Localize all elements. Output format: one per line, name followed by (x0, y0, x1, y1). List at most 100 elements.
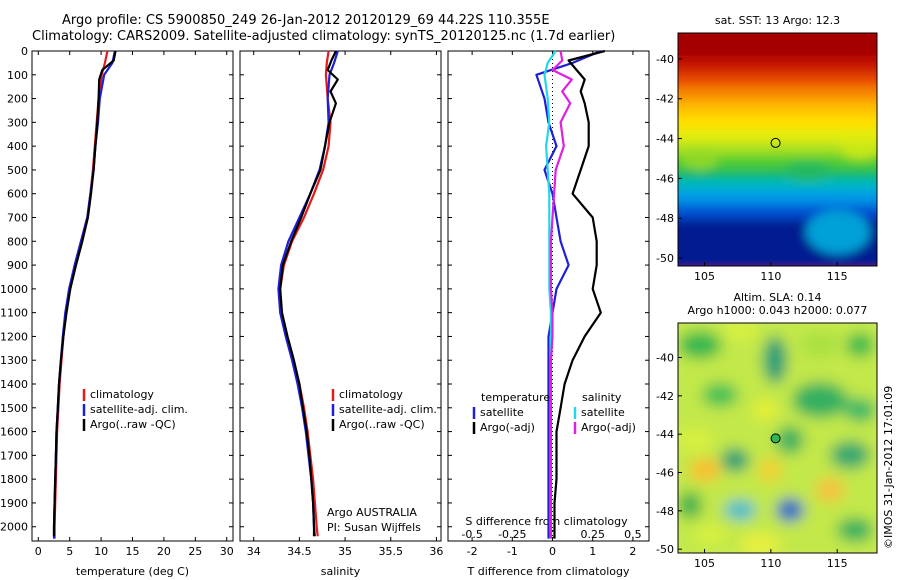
x-tick-label: -2 (467, 545, 478, 558)
sst-band (678, 59, 877, 75)
map-lat-label: -42 (656, 93, 674, 106)
series-line-temperature-satellite (535, 49, 602, 539)
legend-title-salinity: salinity (582, 391, 622, 404)
sla-map-title-line2: Argo h1000: 0.043 h2000: 0.077 (687, 304, 868, 317)
series-line-climatology (53, 50, 109, 539)
depth-tick-label: 0 (21, 45, 28, 58)
map-lon-label: 110 (760, 557, 781, 570)
depth-tick-label: 200 (7, 93, 28, 106)
s-tick-label: -0.5 (461, 528, 482, 541)
x-tick-label: 10 (94, 545, 108, 558)
sst-band (678, 101, 877, 117)
sla-anomaly-blob (724, 500, 756, 520)
depth-tick-label: 1400 (0, 378, 28, 391)
map-lat-label: -48 (656, 212, 674, 225)
s-tick-label: 0 (549, 528, 556, 541)
sla-map: 105 110 115 -40 -42 -44 -46 -48 -50 (656, 322, 878, 570)
profile-panel-salinity: 34 34.5 35 35.5 36 salinity climatology satelli… (239, 50, 443, 578)
depth-tick-label: 1500 (0, 402, 28, 415)
imos-credit: ©IMOS 31-Jan-2012 17:01:09 (882, 385, 895, 549)
argo-float-marker (770, 433, 781, 444)
x-tick-label: 35.5 (379, 545, 404, 558)
panel-frame (239, 50, 442, 542)
sst-eddy (806, 210, 870, 254)
map-lat-label: -46 (656, 467, 674, 480)
s-tick-label: 0.25 (580, 528, 605, 541)
depth-tick-label: 1200 (0, 330, 28, 343)
x-tick-label: 0 (35, 545, 42, 558)
sst-band (678, 191, 877, 207)
map-lat-label: -44 (656, 133, 674, 146)
x-tick-label: 20 (157, 545, 171, 558)
depth-tick-label: 1800 (0, 473, 28, 486)
x-tick-label: 2 (629, 545, 636, 558)
legend-label: satellite-adj. clim. (339, 403, 437, 416)
x-tick-label: 0 (549, 545, 556, 558)
sst-map-image (678, 33, 877, 266)
sla-anomaly-blob (776, 426, 804, 454)
depth-tick-label: 1000 (0, 283, 28, 296)
depth-tick-label: 500 (7, 164, 28, 177)
sla-anomaly-blob (816, 478, 844, 502)
sst-map-title: sat. SST: 13 Argo: 12.3 (714, 14, 841, 27)
sst-band (678, 87, 877, 103)
figure-title-line1: Argo profile: CS 5900850_249 26-Jan-2012… (62, 13, 550, 28)
sla-anomaly-blob (678, 428, 713, 452)
depth-tick-label: 1100 (0, 307, 28, 320)
map-lat-label: -48 (656, 505, 674, 518)
sst-band (678, 179, 877, 193)
map-lat-label: -50 (656, 252, 674, 265)
sla-map-title-line1: Altim. SLA: 0.14 (733, 291, 822, 304)
x-axis-label: T difference from climatology (467, 565, 630, 578)
depth-tick-label: 1900 (0, 497, 28, 510)
series-line-satellite-adj-clim- (52, 50, 116, 539)
x-tick-label: 25 (188, 545, 202, 558)
map-lon-label: 110 (760, 270, 781, 283)
legend-label: satellite-adj. clim. (90, 403, 188, 416)
x-tick-label: 36 (429, 545, 443, 558)
series-line-climatology (279, 50, 332, 537)
sla-anomaly-blob (753, 400, 777, 420)
x-tick-label: 1 (589, 545, 596, 558)
series-line-temperature-argo-adj- (553, 49, 606, 539)
x-tick-label: 15 (126, 545, 140, 558)
panel-frame (31, 50, 234, 542)
figure-title-line2: Climatology: CARS2009. Satellite-adjuste… (32, 29, 616, 44)
map-lat-label: -46 (656, 172, 674, 185)
x-axis-label-top: S difference from climatology (465, 515, 628, 528)
sst-map: 105 110 115 -40 -42 -44 -46 -48 -50 (656, 32, 878, 283)
sst-band (678, 143, 877, 157)
depth-tick-label: 1600 (0, 426, 28, 439)
map-lon-label: 105 (694, 270, 715, 283)
sla-anomaly-blob (830, 441, 870, 469)
sla-anomaly-blob (694, 525, 726, 545)
series-line-argo-raw-qc- (52, 50, 117, 537)
sst-band (678, 33, 877, 61)
sla-anomaly-blob (763, 336, 787, 384)
x-tick-label: 5 (66, 545, 73, 558)
sst-eddy (782, 162, 834, 182)
legend-label: Argo(..raw -QC) (90, 418, 176, 431)
legend-label: Argo(-adj) (480, 421, 535, 434)
depth-tick-label: 400 (7, 140, 28, 153)
x-tick-label: 30 (220, 545, 234, 558)
sla-anomaly-blob (689, 458, 721, 482)
series-line-salinity-argo-adj- (549, 50, 573, 539)
map-lat-label: -44 (656, 428, 674, 441)
depth-tick-label: 600 (7, 188, 28, 201)
salinity-annotation-line2: PI: Susan Wijffels (327, 521, 421, 534)
depth-tick-label: 100 (7, 69, 28, 82)
salinity-annotation-line1: Argo AUSTRALIA (327, 506, 417, 519)
depth-tick-label: 300 (7, 116, 28, 129)
x-axis-label: salinity (321, 565, 361, 578)
legend-label: satellite (480, 406, 524, 419)
sst-map-field (678, 33, 877, 266)
map-lon-label: 105 (694, 557, 715, 570)
depth-tick-label: 1300 (0, 354, 28, 367)
sla-anomaly-blob (844, 398, 876, 422)
x-tick-label: 34 (247, 545, 261, 558)
legend-label: climatology (90, 388, 154, 401)
depth-tick-label: 2000 (0, 521, 28, 534)
x-tick-label: -1 (507, 545, 518, 558)
